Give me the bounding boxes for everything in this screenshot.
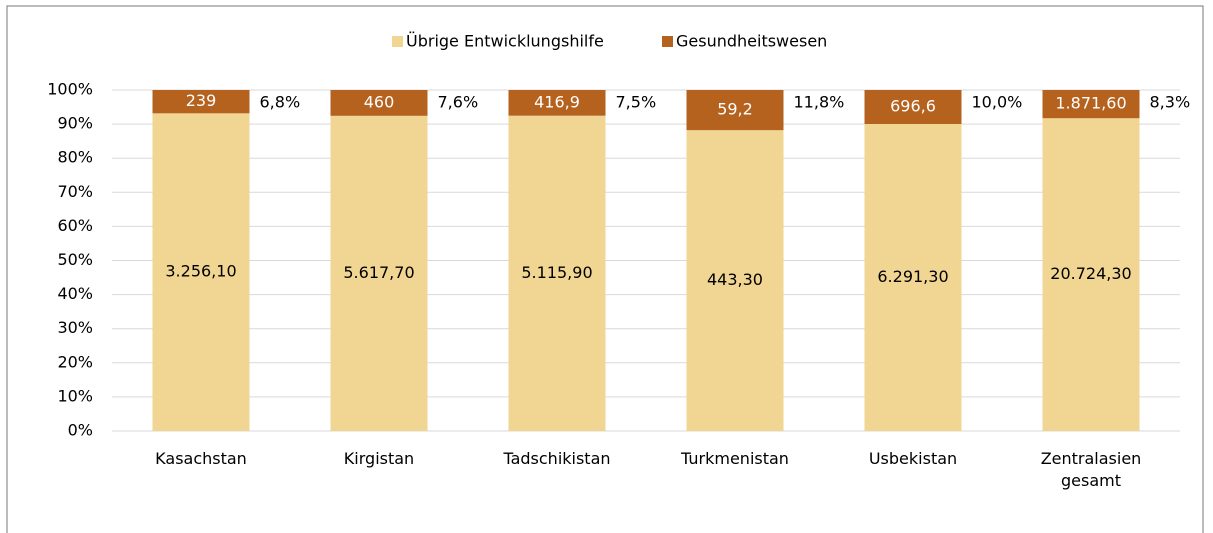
bar-segment bbox=[330, 115, 428, 431]
bar-segment bbox=[864, 123, 962, 431]
value-label: 3.256,10 bbox=[165, 262, 236, 281]
legend-label: Gesundheitswesen bbox=[676, 32, 827, 51]
value-label: 1.871,60 bbox=[1055, 94, 1126, 113]
y-tick-label: 0% bbox=[68, 421, 93, 440]
value-label: 443,30 bbox=[707, 270, 763, 289]
value-label: 460 bbox=[364, 92, 395, 111]
value-label: 59,2 bbox=[717, 100, 753, 119]
x-tick-label: Zentralasien gesamt bbox=[1040, 449, 1142, 490]
value-label: 20.724,30 bbox=[1050, 264, 1131, 283]
y-tick-label: 90% bbox=[57, 114, 93, 133]
share-label: 8,3% bbox=[1150, 93, 1191, 112]
share-label: 11,8% bbox=[794, 93, 845, 112]
share-label: 7,5% bbox=[616, 93, 657, 112]
y-tick-label: 20% bbox=[57, 352, 93, 371]
share-label: 10,0% bbox=[972, 93, 1023, 112]
y-tick-label: 100% bbox=[47, 80, 93, 99]
value-label: 6.291,30 bbox=[877, 267, 948, 286]
x-tick-label: Kasachstan bbox=[155, 449, 247, 468]
bar-segment bbox=[864, 90, 962, 124]
bar-segment bbox=[508, 115, 606, 431]
y-tick-label: 50% bbox=[57, 250, 93, 269]
value-label: 239 bbox=[186, 91, 217, 110]
y-tick-label: 10% bbox=[57, 386, 93, 405]
legend-swatch bbox=[662, 36, 673, 47]
x-tick-label: Kirgistan bbox=[343, 449, 415, 468]
x-tick-label: Usbekistan bbox=[868, 449, 958, 468]
share-label: 6,8% bbox=[260, 93, 301, 112]
bar-segment bbox=[1042, 118, 1140, 431]
y-tick-label: 70% bbox=[57, 182, 93, 201]
bar-segment bbox=[508, 90, 606, 116]
y-tick-label: 40% bbox=[57, 284, 93, 303]
x-tick-label: Tadschikistan bbox=[503, 449, 611, 468]
value-label: 696,6 bbox=[890, 96, 936, 115]
bar-segment bbox=[1042, 90, 1140, 119]
value-label: 416,9 bbox=[534, 92, 580, 111]
y-tick-label: 80% bbox=[57, 148, 93, 167]
bar-segment bbox=[152, 113, 250, 431]
bar-segment bbox=[686, 130, 784, 432]
legend-label: Übrige Entwicklungshilfe bbox=[406, 32, 604, 51]
y-tick-label: 30% bbox=[57, 318, 93, 337]
bar-segment bbox=[330, 90, 428, 116]
share-label: 7,6% bbox=[438, 93, 479, 112]
bar-segment bbox=[152, 90, 250, 114]
frame bbox=[6, 5, 1204, 533]
y-tick-label: 60% bbox=[57, 216, 93, 235]
x-tick-label: Turkmenistan bbox=[681, 449, 789, 468]
value-label: 5.115,90 bbox=[521, 263, 592, 282]
bar-segment bbox=[686, 90, 784, 131]
legend-swatch bbox=[392, 36, 403, 47]
value-label: 5.617,70 bbox=[343, 263, 414, 282]
